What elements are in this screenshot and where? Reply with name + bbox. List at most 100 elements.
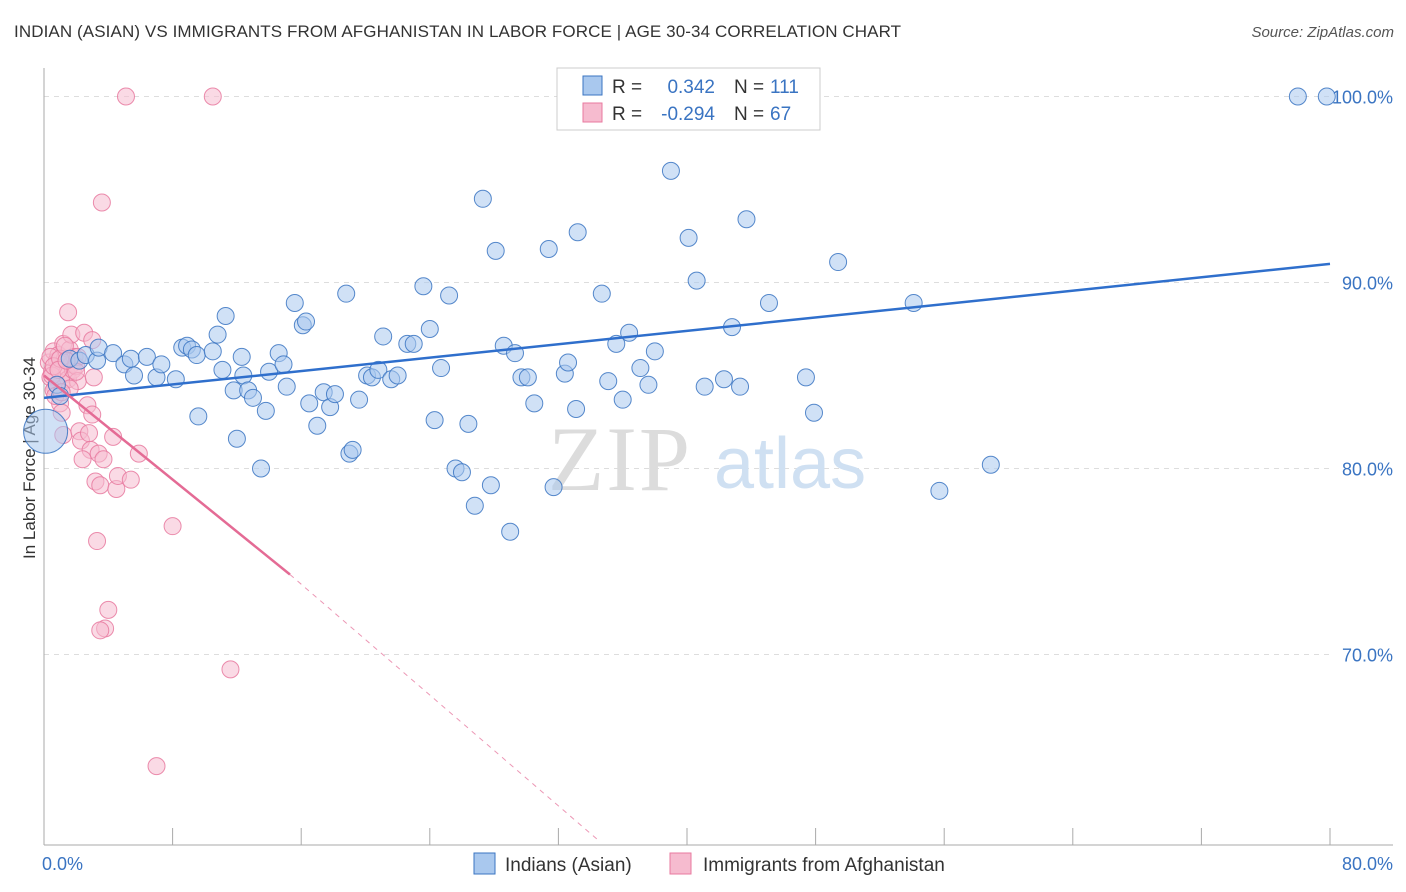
indians-point <box>189 407 208 426</box>
indians-point <box>137 347 156 366</box>
indians-point <box>695 377 714 396</box>
indians-point <box>300 394 319 413</box>
indians-point <box>486 241 505 260</box>
indians-point <box>613 390 632 409</box>
indians-point <box>592 284 611 303</box>
afghanistan-trend-extension <box>289 574 599 841</box>
bottom-legend-label-afghanistan: Immigrants from Afghanistan <box>703 855 945 876</box>
indians-point <box>452 463 471 482</box>
bottom-legend-swatch-blue <box>473 852 496 875</box>
indians-point <box>232 347 251 366</box>
afghanistan-point <box>203 87 222 106</box>
indians-point <box>804 403 823 422</box>
y-tick-label: 100.0% <box>1332 88 1393 108</box>
indians-point <box>420 320 439 338</box>
indians-point <box>796 368 815 387</box>
indians-point <box>1288 87 1307 106</box>
indians-point <box>501 522 520 541</box>
indians-point <box>568 223 587 242</box>
watermark-atlas: atlas <box>714 424 866 504</box>
afghanistan-point <box>163 517 182 536</box>
indians-point <box>459 414 478 433</box>
afghanistan-point <box>121 470 140 489</box>
indians-point <box>432 359 451 378</box>
indians-point <box>297 312 316 331</box>
indians-point <box>252 459 271 478</box>
indians-point <box>274 355 293 374</box>
indians-point <box>343 440 362 459</box>
indians-point <box>639 375 658 394</box>
indians-point <box>930 481 949 500</box>
indians-point <box>203 342 222 361</box>
indians-point <box>187 346 206 365</box>
indians-point <box>256 401 275 420</box>
indians-point <box>544 478 563 497</box>
indians-point <box>388 366 407 385</box>
indians-point <box>559 353 578 372</box>
indians-point <box>350 390 369 409</box>
legend-r-label: R = <box>612 104 642 125</box>
indians-point <box>125 366 144 385</box>
indians-trend-line <box>43 262 1331 400</box>
y-tick-label: 70.0% <box>1342 646 1393 666</box>
legend-r-label: R = <box>612 77 642 98</box>
indians-point <box>337 284 356 303</box>
trend-lines <box>43 262 1331 841</box>
indians-point <box>285 293 304 312</box>
source-credit: Source: ZipAtlas.com <box>1251 24 1394 41</box>
legend-r-value: -0.294 <box>661 104 715 125</box>
indians-point <box>152 355 171 374</box>
indians-point <box>525 394 544 413</box>
indians-point <box>567 399 586 418</box>
afghanistan-point <box>116 87 135 106</box>
indians-point <box>216 306 235 325</box>
afghanistan-point <box>91 621 110 640</box>
series-afghanistan-points <box>39 87 240 776</box>
indians-point <box>631 359 650 378</box>
bottom-legend: Indians (Asian) Immigrants from Afghanis… <box>473 852 945 876</box>
indians-point <box>1317 87 1336 106</box>
indians-point <box>829 253 848 272</box>
indians-point <box>208 325 227 344</box>
afghanistan-point <box>80 424 99 443</box>
indians-point <box>465 496 484 515</box>
indians-point <box>687 271 706 290</box>
indians-point <box>121 349 140 368</box>
indians-point <box>425 411 444 430</box>
indians-point <box>714 370 733 389</box>
indians-point <box>213 360 232 379</box>
indians-point <box>227 429 246 448</box>
afghanistan-point <box>59 303 78 322</box>
indians-point <box>23 408 69 454</box>
afghanistan-point <box>147 757 166 776</box>
watermark-zip: ZIP <box>548 408 692 510</box>
afghanistan-point <box>94 450 113 469</box>
afghanistan-point <box>84 368 103 387</box>
legend-r-value: 0.342 <box>667 77 715 98</box>
y-tick-label: 90.0% <box>1342 274 1393 294</box>
afghanistan-point <box>88 532 107 551</box>
y-tick-labels: 70.0% 80.0% 90.0% 100.0% <box>1332 88 1393 666</box>
indians-point <box>645 342 664 361</box>
indians-point <box>369 360 388 379</box>
afghanistan-point <box>91 476 110 495</box>
indians-point <box>414 277 433 296</box>
indians-point <box>104 344 123 363</box>
axes <box>43 68 1393 846</box>
afghanistan-point <box>99 600 118 619</box>
legend-n-label: N = <box>734 77 764 98</box>
legend-n-label: N = <box>734 104 764 125</box>
indians-point <box>759 293 778 312</box>
y-tick-label: 80.0% <box>1342 460 1393 480</box>
indians-point <box>539 240 558 259</box>
afghanistan-point <box>73 450 92 469</box>
afghanistan-trend-line <box>43 374 291 576</box>
indians-point <box>731 377 750 396</box>
y-axis-label: In Labor Force | Age 30-34 <box>20 357 39 559</box>
indians-point <box>661 161 680 180</box>
indians-point <box>277 377 296 396</box>
legend-swatch-pink <box>582 102 603 123</box>
bottom-legend-label-indians: Indians (Asian) <box>505 855 632 876</box>
x-tick-labels: 0.0% 80.0% <box>42 854 1393 874</box>
